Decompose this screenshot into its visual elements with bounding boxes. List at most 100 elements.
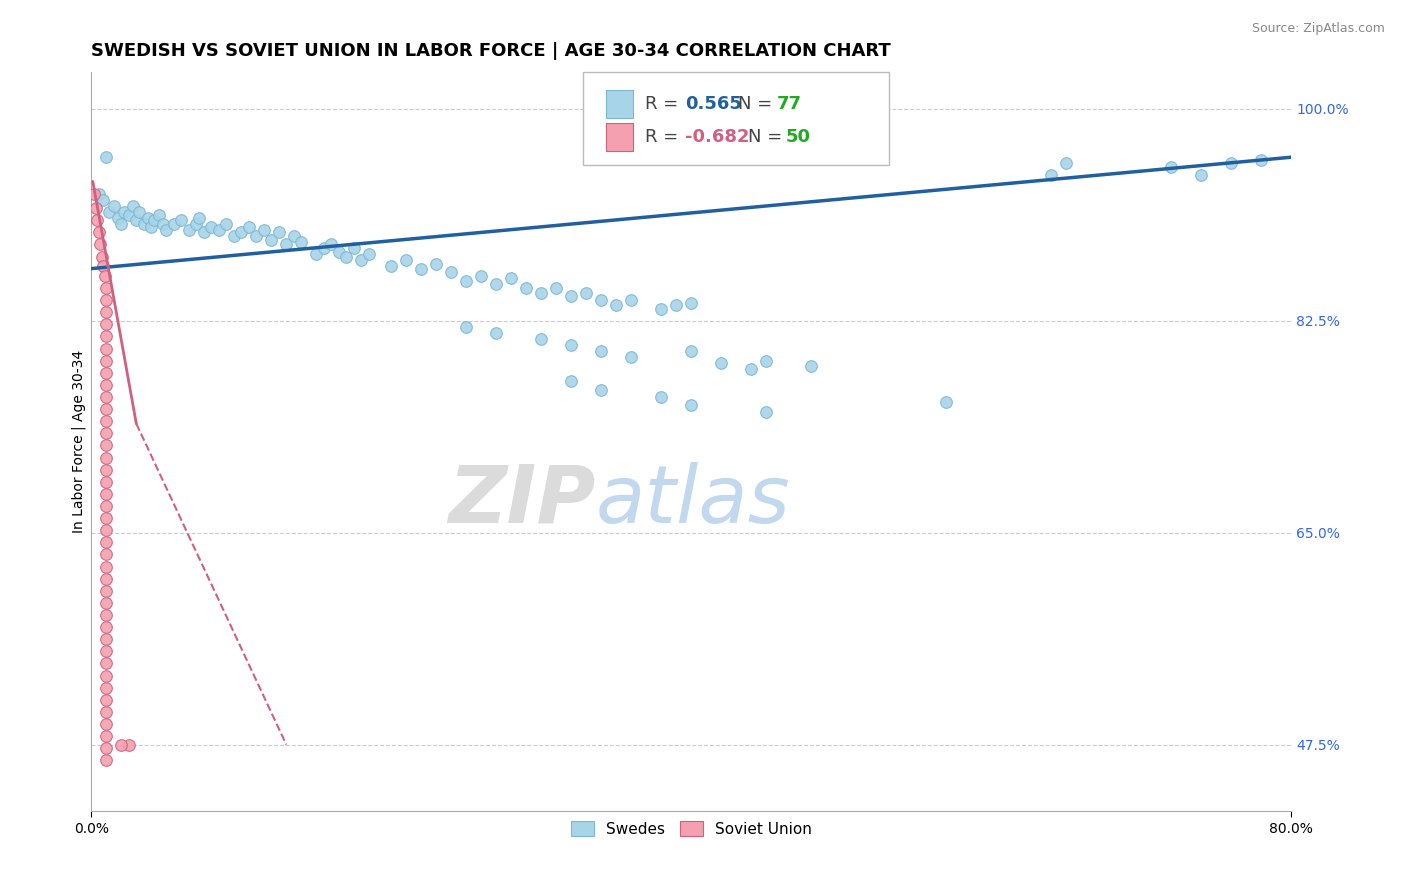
Point: [260, 233, 283, 247]
Point: [96, 353, 118, 368]
Point: [1250, 153, 1272, 167]
Point: [96, 753, 118, 767]
Point: [170, 213, 193, 227]
FancyBboxPatch shape: [606, 90, 633, 119]
Point: [440, 265, 463, 279]
Point: [740, 362, 762, 376]
Point: [96, 644, 118, 658]
Point: [380, 259, 402, 273]
Point: [665, 298, 688, 312]
Point: [96, 281, 118, 295]
Point: [456, 274, 478, 288]
Point: [411, 261, 433, 276]
Y-axis label: In Labor Force | Age 30-34: In Labor Force | Age 30-34: [72, 351, 86, 533]
Point: [96, 438, 118, 452]
Point: [395, 253, 418, 268]
Point: [86, 213, 108, 227]
Point: [650, 301, 672, 316]
Point: [91, 259, 114, 273]
Point: [575, 285, 598, 300]
Point: [96, 717, 118, 731]
Point: [87, 225, 110, 239]
Point: [222, 228, 245, 243]
Point: [681, 399, 703, 413]
Text: SWEDISH VS SOVIET UNION IN LABOR FORCE | AGE 30-34 CORRELATION CHART: SWEDISH VS SOVIET UNION IN LABOR FORCE |…: [91, 42, 891, 60]
Point: [485, 277, 508, 292]
Text: -0.682: -0.682: [685, 128, 749, 145]
Legend: Swedes, Soviet Union: Swedes, Soviet Union: [562, 813, 820, 844]
Point: [96, 607, 118, 622]
Point: [128, 204, 150, 219]
Point: [122, 199, 145, 213]
Point: [231, 225, 253, 239]
Point: [267, 225, 290, 239]
Point: [103, 199, 125, 213]
Point: [177, 223, 200, 237]
Point: [560, 338, 582, 352]
Point: [245, 228, 267, 243]
Point: [152, 217, 174, 231]
Point: [485, 326, 508, 340]
Point: [96, 390, 118, 404]
Point: [96, 499, 118, 513]
Text: 77: 77: [776, 95, 801, 113]
Point: [96, 293, 118, 307]
Point: [96, 150, 118, 164]
Point: [96, 559, 118, 574]
Point: [560, 374, 582, 388]
Point: [560, 289, 582, 303]
Point: [935, 394, 957, 409]
Point: [125, 213, 148, 227]
Point: [470, 268, 492, 283]
Point: [148, 208, 170, 222]
Point: [200, 220, 222, 235]
Point: [681, 295, 703, 310]
Point: [96, 305, 118, 319]
Point: [91, 193, 114, 207]
Point: [605, 298, 627, 312]
Point: [141, 220, 163, 235]
Point: [96, 329, 118, 343]
Text: 0.565: 0.565: [685, 95, 742, 113]
Point: [96, 523, 118, 537]
Point: [290, 235, 312, 249]
Point: [350, 253, 373, 268]
Point: [1160, 160, 1182, 174]
Point: [89, 237, 111, 252]
Point: [620, 293, 643, 307]
Point: [215, 217, 238, 231]
Point: [87, 186, 110, 201]
Point: [193, 225, 215, 239]
Point: [96, 583, 118, 598]
Point: [96, 729, 118, 743]
Point: [501, 271, 523, 285]
Point: [591, 383, 613, 397]
Point: [96, 741, 118, 756]
Point: [96, 342, 118, 356]
Point: [96, 450, 118, 465]
Point: [94, 268, 117, 283]
Point: [96, 487, 118, 501]
Point: [96, 463, 118, 477]
Point: [96, 511, 118, 525]
Point: [96, 548, 118, 562]
Point: [96, 426, 118, 441]
Point: [110, 738, 132, 752]
FancyBboxPatch shape: [606, 123, 633, 151]
Point: [591, 293, 613, 307]
Point: [710, 356, 733, 370]
Point: [96, 377, 118, 392]
Point: [238, 220, 260, 235]
Point: [591, 343, 613, 358]
Point: [96, 668, 118, 682]
Point: [188, 211, 211, 225]
Point: [1189, 169, 1212, 183]
Point: [530, 332, 553, 346]
FancyBboxPatch shape: [583, 72, 890, 165]
Point: [276, 237, 298, 252]
Point: [96, 632, 118, 647]
Point: [96, 475, 118, 489]
Point: [96, 572, 118, 586]
Point: [110, 217, 132, 231]
Point: [650, 390, 672, 404]
